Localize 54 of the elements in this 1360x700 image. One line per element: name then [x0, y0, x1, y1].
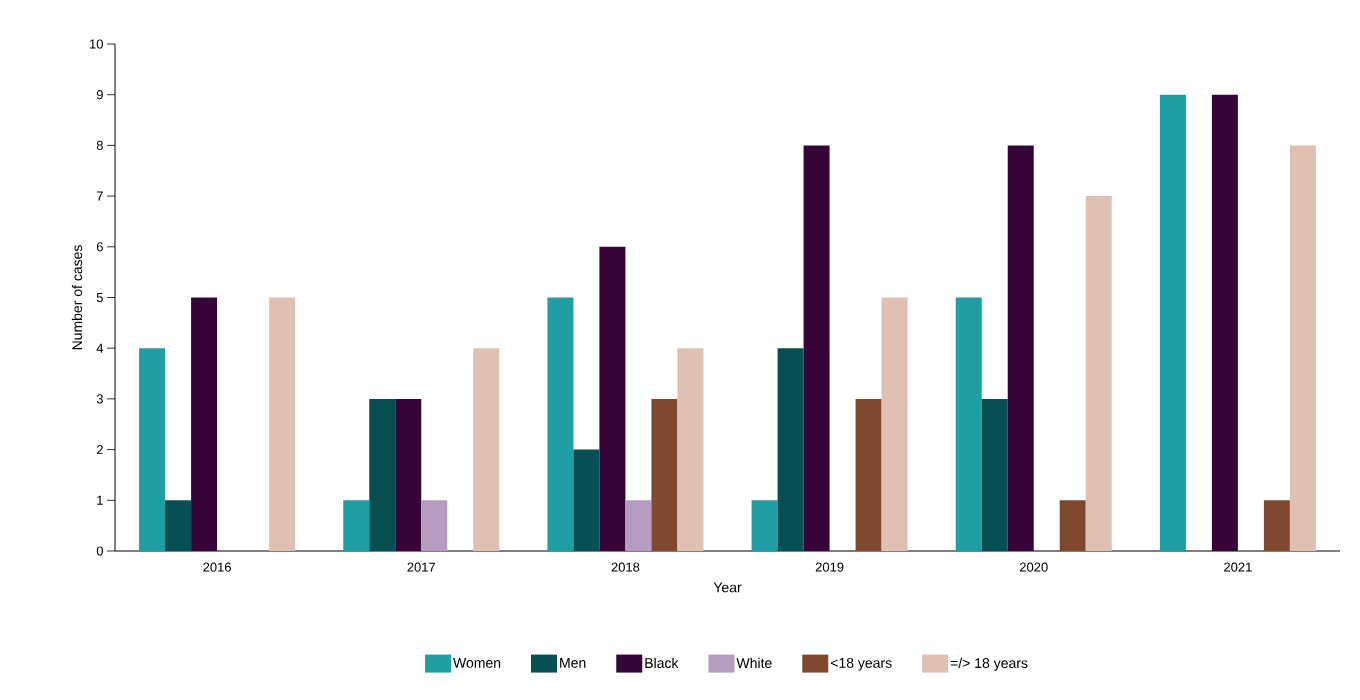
- y-tick-label: 10: [90, 39, 103, 49]
- bar: [165, 500, 192, 551]
- y-tick-label: 1: [97, 495, 103, 505]
- legend-label: White: [736, 657, 772, 669]
- bar: [677, 348, 704, 551]
- x-tick-label: 2021: [1224, 562, 1252, 572]
- legend-label: <18 years: [830, 657, 892, 671]
- bar: [1085, 196, 1112, 551]
- legend-label: Men: [560, 658, 586, 668]
- bar: [855, 398, 882, 551]
- x-tick-label: 2018: [611, 562, 640, 572]
- legend-label: =/> 18 years: [950, 657, 1028, 671]
- bar: [803, 145, 830, 551]
- x-axis-title: Year: [713, 582, 742, 593]
- bar: [269, 297, 296, 551]
- x-tick-label: 2017: [407, 562, 436, 572]
- legend-label: Women: [453, 658, 501, 668]
- bar: [1007, 145, 1034, 551]
- y-tick-label: 7: [96, 191, 103, 201]
- bar: [1059, 500, 1086, 551]
- bar: [573, 449, 600, 551]
- bar: [1289, 145, 1316, 551]
- x-tick-label: 2020: [1019, 562, 1048, 572]
- x-tick-label: 2016: [203, 562, 231, 572]
- y-tick-label: 6: [96, 242, 103, 252]
- y-tick-label: 3: [96, 394, 103, 404]
- bar: [369, 398, 396, 551]
- bar: [547, 297, 574, 551]
- bar: [777, 348, 804, 551]
- y-tick-label: 8: [96, 140, 103, 150]
- bar: [751, 500, 778, 551]
- y-tick-label: 5: [96, 292, 103, 303]
- y-tick-label: 9: [96, 90, 103, 100]
- bar: [651, 398, 678, 551]
- y-tick-label: 4: [96, 343, 104, 353]
- bar: [421, 500, 448, 551]
- bar: [395, 398, 422, 551]
- y-tick-label: 2: [96, 445, 103, 455]
- bar: [139, 348, 166, 551]
- bar: [625, 500, 652, 551]
- bar: [473, 348, 500, 551]
- bar: [881, 297, 908, 551]
- bar: [1211, 94, 1238, 551]
- bar: [981, 398, 1008, 551]
- bar: [955, 297, 982, 551]
- y-tick-label: 0: [96, 546, 103, 556]
- bar: [599, 246, 626, 551]
- bar: [343, 500, 370, 551]
- bar: [1159, 94, 1186, 551]
- y-axis-title: Number of cases: [71, 245, 83, 350]
- bar: [1263, 500, 1290, 551]
- bar: [191, 297, 218, 551]
- x-tick-label: 2019: [815, 562, 844, 572]
- legend-label: Black: [645, 657, 679, 669]
